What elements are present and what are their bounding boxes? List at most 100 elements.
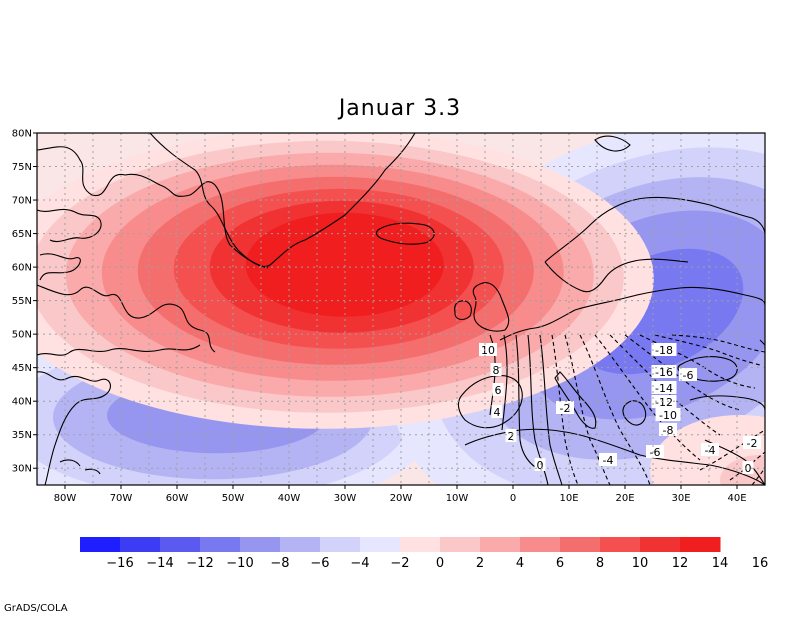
contour-label: -4 bbox=[701, 443, 719, 457]
colorbar-swatch bbox=[280, 537, 321, 552]
contour-negative bbox=[699, 429, 765, 471]
lon-label: 40W bbox=[278, 493, 301, 504]
colorbar-swatch bbox=[360, 537, 401, 552]
lat-label: 80N bbox=[12, 129, 32, 140]
contour-label-text: 10 bbox=[481, 344, 495, 357]
contour-positive bbox=[539, 334, 563, 485]
contour-label: 0 bbox=[742, 461, 754, 475]
colorbar-swatch bbox=[240, 537, 281, 552]
contour-label-bg bbox=[651, 365, 677, 378]
lat-label: 65N bbox=[12, 229, 32, 240]
colorbar-swatch bbox=[320, 537, 361, 552]
contour-label: 6 bbox=[492, 383, 504, 397]
contour-labels: 10 8 6 42 0 -2 -4 -6 -8 -10-12-14 -16 -18 -6 -4 -2 0 bbox=[479, 343, 761, 475]
colorbar-label: 4 bbox=[516, 556, 524, 571]
contour-label-bg bbox=[679, 368, 697, 381]
lat-label: 60N bbox=[12, 263, 32, 274]
contour-label-bg bbox=[743, 436, 761, 449]
colorbar-swatch bbox=[440, 537, 481, 552]
lon-label: 20W bbox=[390, 493, 413, 504]
lat-label: 30N bbox=[12, 464, 32, 475]
contour-label-bg bbox=[490, 363, 502, 376]
contour-label: -2 bbox=[556, 401, 574, 415]
graticule bbox=[37, 133, 765, 485]
contour-label-text: -10 bbox=[659, 409, 677, 422]
colorbar-label: 10 bbox=[632, 556, 649, 571]
colorbar-label: 2 bbox=[476, 556, 484, 571]
contour-label-text: 0 bbox=[537, 459, 544, 472]
contour-positive bbox=[515, 334, 541, 471]
contour-negative bbox=[579, 334, 651, 485]
contour-label: -6 bbox=[679, 368, 697, 382]
colorbar-swatch bbox=[480, 537, 521, 552]
contour-label-bg bbox=[651, 395, 677, 408]
contour-label-bg bbox=[491, 405, 503, 418]
contour-label-bg bbox=[651, 381, 677, 394]
lat-label: 45N bbox=[12, 363, 32, 374]
lat-label: 70N bbox=[12, 196, 32, 207]
lat-label: 35N bbox=[12, 430, 32, 441]
contour-label-bg bbox=[599, 453, 617, 466]
latitude-axis: 80N 75N 70N 65N 60N 55N 50N 45N 40N 35N 30N bbox=[12, 129, 37, 475]
contour-label-text: -14 bbox=[655, 382, 673, 395]
colorbar-swatch bbox=[120, 537, 161, 552]
contour-label-text: -18 bbox=[655, 344, 673, 357]
contour-negative bbox=[751, 467, 765, 485]
colorbar-label: 0 bbox=[436, 556, 444, 571]
contour-label: 4 bbox=[491, 405, 503, 419]
lat-label: 40N bbox=[12, 397, 32, 408]
lon-label: 10W bbox=[446, 493, 469, 504]
contour-label-text: -4 bbox=[603, 454, 614, 467]
contour-label-bg bbox=[534, 458, 546, 471]
shaded-field bbox=[37, 133, 765, 485]
contour-label-bg bbox=[505, 429, 517, 442]
lon-label: 40E bbox=[727, 493, 746, 504]
colorbar-swatch bbox=[680, 537, 721, 552]
contour-label: -8 bbox=[659, 423, 677, 437]
longitude-axis: 80W 70W 60W 50W 40W 30W 20W 10W 0 10E 20E 30E 40E bbox=[54, 485, 747, 504]
contour-label-text: 6 bbox=[495, 384, 502, 397]
contour-negative bbox=[551, 334, 579, 485]
contour-label-text: -2 bbox=[747, 437, 758, 450]
contour-label: -14 bbox=[651, 381, 677, 395]
lat-label: 55N bbox=[12, 296, 32, 307]
contour-negative bbox=[671, 334, 765, 353]
lon-label: 0 bbox=[510, 493, 516, 504]
lon-label: 80W bbox=[54, 493, 77, 504]
contour-label-bg bbox=[651, 343, 677, 356]
colorbar: −16 −14 −12 −10 −8 −6 −4 −2 0 2 4 6 8 10 12 14 16 bbox=[80, 537, 768, 571]
colorbar-swatch bbox=[200, 537, 241, 552]
colorbar-swatch bbox=[400, 537, 441, 552]
contour-label-text: -12 bbox=[655, 396, 673, 409]
lon-label: 50W bbox=[222, 493, 245, 504]
contour-label-bg bbox=[701, 443, 719, 456]
contour-label: 2 bbox=[505, 429, 517, 443]
contour-label-text: -16 bbox=[655, 366, 673, 379]
page-title: Januar 3.3 bbox=[338, 96, 462, 121]
lon-label: 60W bbox=[166, 493, 189, 504]
contour-label: 8 bbox=[490, 363, 502, 377]
colorbar-label: 12 bbox=[672, 556, 689, 571]
colorbar-label: 16 bbox=[752, 556, 769, 571]
contour-label-text: -8 bbox=[663, 424, 674, 437]
lon-label: 10E bbox=[559, 493, 578, 504]
colorbar-swatch bbox=[80, 537, 121, 552]
colorbar-label: −16 bbox=[106, 556, 133, 571]
contour-label-text: 8 bbox=[493, 364, 500, 377]
contour-label-bg bbox=[655, 408, 681, 421]
colorbar-swatch bbox=[600, 537, 641, 552]
contour-label-bg bbox=[646, 445, 664, 458]
lon-label: 30W bbox=[334, 493, 357, 504]
contour-label: -6 bbox=[646, 445, 664, 459]
colorbar-label: −10 bbox=[226, 556, 253, 571]
colorbar-label: −14 bbox=[146, 556, 173, 571]
colorbar-swatch bbox=[560, 537, 601, 552]
lon-label: 20E bbox=[615, 493, 634, 504]
contour-label: -4 bbox=[599, 453, 617, 467]
colorbar-label: −8 bbox=[270, 556, 289, 571]
colorbar-label: −12 bbox=[186, 556, 213, 571]
colorbar-label: 6 bbox=[556, 556, 564, 571]
contour-label-text: -6 bbox=[683, 369, 694, 382]
contour-label-text: 0 bbox=[745, 462, 752, 475]
contour-label: -10 bbox=[655, 408, 681, 422]
